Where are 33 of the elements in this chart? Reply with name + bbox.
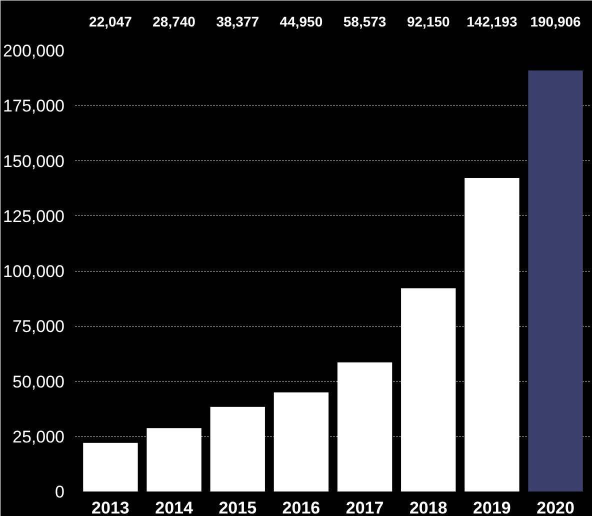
data-label: 142,193: [466, 14, 518, 30]
data-label: 58,573: [343, 14, 386, 30]
x-tick-label: 2014: [155, 498, 194, 516]
bar: [528, 70, 583, 492]
data-label: 38,377: [216, 14, 260, 30]
y-tick-label: 175,000: [3, 96, 64, 116]
data-label: 22,047: [89, 14, 132, 30]
data-label: 190,906: [530, 14, 582, 30]
x-tick-label: 2015: [218, 498, 257, 516]
x-tick-label: 2017: [346, 498, 384, 516]
y-tick-label: 100,000: [3, 262, 64, 281]
y-tick-label: 0: [55, 482, 65, 502]
bar: [146, 428, 202, 492]
bar: [401, 288, 456, 492]
x-tick-label: 2016: [282, 498, 320, 516]
x-tick-label: 2013: [92, 498, 130, 516]
x-tick-label: 2018: [409, 498, 448, 516]
data-label: 92,150: [406, 14, 450, 30]
x-tick-label: 2019: [473, 498, 511, 516]
bar: [274, 392, 329, 492]
y-tick-label: 75,000: [12, 317, 65, 336]
y-tick-label: 50,000: [12, 372, 65, 392]
y-tick-label: 200,000: [3, 42, 64, 60]
y-tick-label: 25,000: [12, 427, 65, 446]
data-label: 28,740: [152, 14, 196, 30]
x-tick-label: 2020: [536, 498, 574, 516]
bar: [210, 406, 265, 492]
y-tick-label: 125,000: [3, 206, 64, 226]
bar: [464, 178, 520, 492]
data-label: 44,950: [280, 14, 323, 30]
bar: [83, 442, 138, 492]
y-tick-label: 150,000: [3, 152, 64, 171]
bar: [337, 362, 392, 492]
